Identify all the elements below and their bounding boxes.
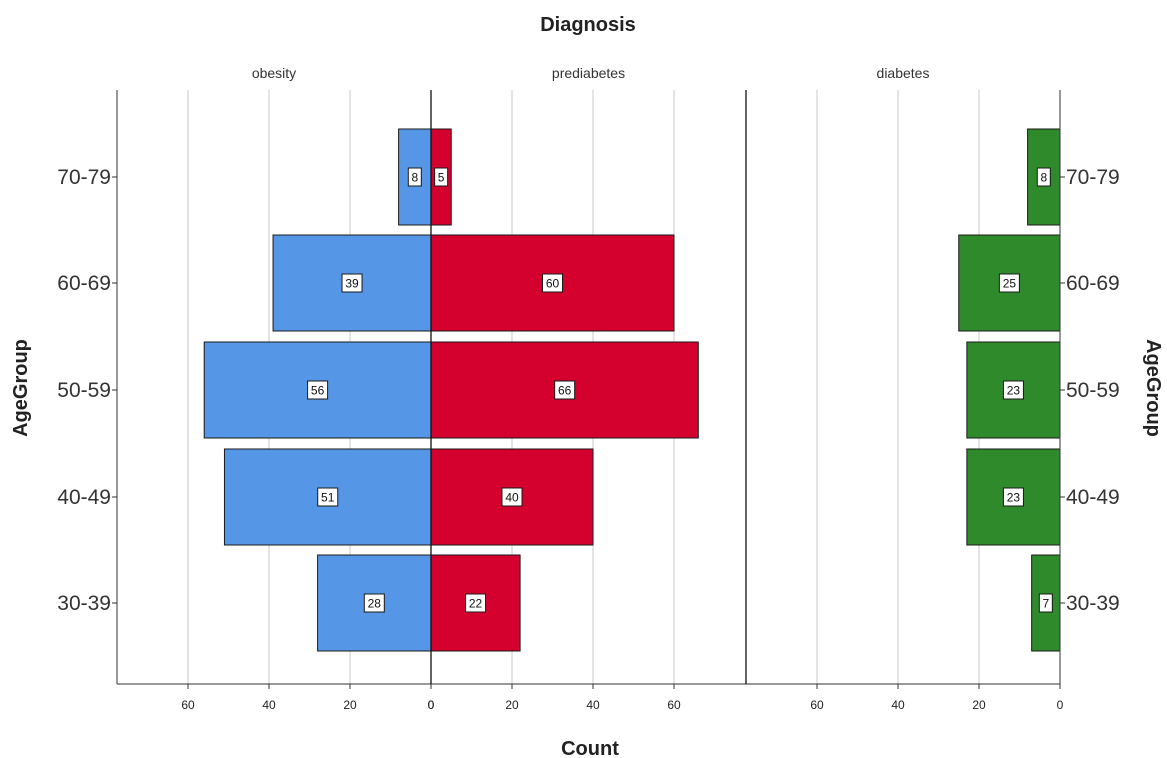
data-label-box (1002, 380, 1024, 400)
data-label-box (998, 273, 1020, 293)
x-tick-label: 0 (428, 698, 435, 712)
data-label-box (363, 593, 385, 613)
data-label-box (317, 487, 339, 507)
x-tick-label: 60 (810, 698, 824, 712)
panel-label-prediabetes: prediabetes (552, 65, 625, 81)
bars: 8 39 56 51 28 5 60 66 40 22 8 25 23 23 7 (203, 128, 1061, 652)
x-tick-label: 20 (343, 698, 357, 712)
x-tick-label: 40 (586, 698, 600, 712)
data-label-box (1038, 593, 1053, 613)
data-label: 66 (558, 384, 572, 398)
x-axis-title: Count (561, 738, 619, 758)
y-tick-label-right: 70-79 (1066, 166, 1120, 189)
y-axis-title-left: AgeGroup (10, 339, 32, 437)
data-label-box (554, 380, 576, 400)
y-tick-label-left: 70-79 (57, 166, 111, 189)
data-label-box (434, 167, 449, 187)
y-tick-label-left: 30-39 (57, 592, 111, 615)
y-tick-label-left: 50-59 (57, 379, 111, 402)
data-label-box (1036, 167, 1051, 187)
x-tick-label: 40 (891, 698, 905, 712)
x-tick-label: 0 (428, 698, 435, 712)
data-label: 40 (505, 491, 519, 505)
y-tick-label-right: 30-39 (1066, 592, 1120, 615)
data-label: 23 (1007, 384, 1021, 398)
data-label: 8 (1040, 171, 1047, 185)
data-label-box (465, 593, 487, 613)
y-tick-label-left: 60-69 (57, 272, 111, 295)
panel-label-obesity: obesity (252, 65, 296, 81)
data-label: 5 (438, 171, 445, 185)
data-label: 60 (546, 277, 560, 291)
data-label-box (501, 487, 523, 507)
y-tick-label-right: 40-49 (1066, 486, 1120, 509)
chart-title: Diagnosis (540, 14, 636, 36)
data-label: 39 (345, 277, 359, 291)
panel-label-diabetes: diabetes (877, 65, 930, 81)
data-label-box (542, 273, 563, 293)
y-tick-label-left: 40-49 (57, 486, 111, 509)
data-label-box (1002, 487, 1024, 507)
data-label-box (407, 167, 422, 187)
x-tick-label: 0 (1057, 698, 1064, 712)
data-label-box (341, 273, 363, 293)
data-label: 56 (311, 384, 325, 398)
labels: Diagnosis Count AgeGroup AgeGroup 60 40 20… (10, 14, 1164, 758)
data-label: 25 (1003, 277, 1017, 291)
y-tick-label-right: 50-59 (1066, 379, 1120, 402)
data-label: 28 (368, 597, 382, 611)
data-label-box (307, 380, 329, 400)
data-label: 51 (321, 491, 335, 505)
data-label: 8 (411, 171, 418, 185)
data-label: 7 (1042, 597, 1049, 611)
y-tick-label-right: 60-69 (1066, 272, 1120, 295)
x-tick-label: 60 (181, 698, 195, 712)
plot-frame (112, 90, 1065, 689)
data-label: 22 (469, 597, 483, 611)
x-tick-label: 20 (972, 698, 986, 712)
y-axis-title-right: AgeGroup (1142, 339, 1164, 437)
x-tick-label: 20 (505, 698, 519, 712)
x-tick-label: 40 (262, 698, 276, 712)
data-label: 23 (1007, 491, 1021, 505)
x-tick-label: 60 (667, 698, 681, 712)
